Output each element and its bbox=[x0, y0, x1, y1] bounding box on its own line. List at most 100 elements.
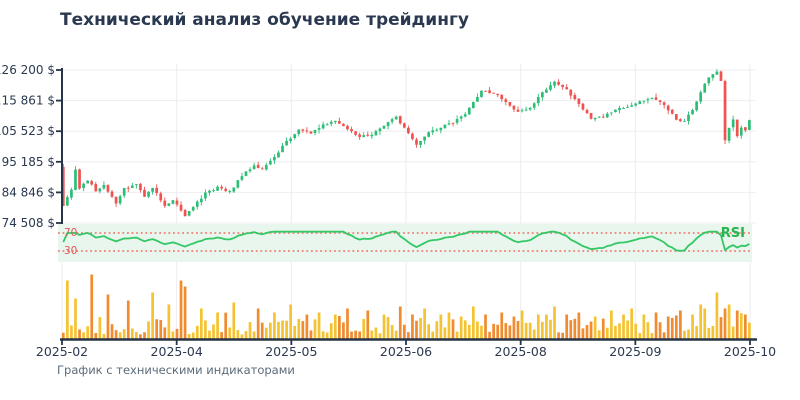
volume-bar bbox=[309, 330, 313, 339]
volume-bar bbox=[191, 332, 195, 339]
candle-body bbox=[549, 85, 552, 90]
volume-bar bbox=[520, 310, 524, 339]
candle-body bbox=[277, 152, 280, 158]
volume-bar bbox=[370, 330, 374, 339]
candle-body bbox=[553, 81, 556, 86]
rsi-label: RSI bbox=[721, 226, 745, 241]
volume-bar bbox=[374, 327, 378, 339]
candle-body bbox=[179, 204, 183, 211]
volume-bar bbox=[98, 317, 102, 339]
candle-body bbox=[346, 125, 349, 130]
volume-bar bbox=[232, 302, 236, 339]
volume-bar bbox=[703, 308, 707, 339]
volume-bar bbox=[512, 316, 516, 339]
candle-body bbox=[557, 81, 560, 85]
candle-body bbox=[622, 108, 625, 109]
volume-bar bbox=[386, 317, 390, 339]
candle-body bbox=[524, 109, 528, 111]
candle-body bbox=[106, 184, 110, 192]
candle-body bbox=[407, 127, 410, 134]
candle-body bbox=[378, 128, 382, 132]
x-tick-label: 2025-09 bbox=[609, 344, 661, 359]
candle-body bbox=[366, 134, 370, 136]
candle-body bbox=[155, 187, 159, 194]
volume-bar bbox=[614, 325, 617, 339]
volume-bar bbox=[435, 321, 439, 339]
candle-body bbox=[626, 106, 629, 108]
candle-body bbox=[74, 169, 77, 190]
volume-bar bbox=[118, 332, 122, 339]
candle-body bbox=[504, 99, 508, 103]
candle-body bbox=[618, 108, 621, 111]
volume-bar bbox=[90, 274, 94, 339]
volume-bar bbox=[220, 332, 223, 339]
volume-bar bbox=[439, 314, 443, 339]
candle-body bbox=[90, 181, 94, 185]
candle-body bbox=[195, 201, 199, 207]
volume-bar bbox=[179, 280, 183, 339]
candle-body bbox=[208, 190, 211, 193]
candle-body bbox=[614, 109, 617, 113]
volume-bar bbox=[476, 321, 479, 339]
candle-body bbox=[390, 119, 394, 122]
candle-body bbox=[313, 129, 317, 134]
volume-bar bbox=[135, 331, 138, 339]
volume-bar bbox=[423, 308, 426, 339]
candle-body bbox=[585, 110, 589, 114]
volume-bar bbox=[350, 331, 353, 339]
volume-bar bbox=[488, 331, 491, 339]
volume-bar bbox=[354, 330, 357, 339]
volume-bar bbox=[699, 304, 703, 339]
candle-body bbox=[382, 125, 386, 129]
volume-bar bbox=[589, 321, 593, 339]
candle-body bbox=[199, 198, 203, 203]
candle-body bbox=[151, 187, 154, 192]
volume-bar bbox=[240, 334, 244, 339]
volume-bar bbox=[723, 308, 727, 339]
volume-bar bbox=[362, 318, 366, 339]
volume-bar bbox=[195, 325, 199, 339]
volume-bar bbox=[593, 316, 597, 339]
candle-body bbox=[451, 122, 455, 124]
candle-body bbox=[634, 103, 638, 106]
volume-bar bbox=[256, 308, 260, 339]
volume-bar bbox=[236, 330, 240, 339]
candle-body bbox=[711, 74, 715, 78]
candle-body bbox=[321, 124, 325, 129]
candle-body bbox=[707, 77, 711, 84]
candle-body bbox=[244, 171, 248, 177]
volume-bar bbox=[739, 313, 743, 339]
volume-bar bbox=[597, 330, 601, 339]
candle-body bbox=[78, 169, 81, 189]
volume-bar bbox=[358, 331, 362, 339]
candle-body bbox=[260, 168, 264, 170]
candle-body bbox=[252, 165, 256, 170]
volume-bar bbox=[382, 314, 386, 339]
candle-body bbox=[638, 101, 642, 105]
volume-bar bbox=[110, 324, 114, 339]
chart-footer: График с техническими индикаторами bbox=[57, 363, 295, 377]
volume-bar bbox=[402, 324, 406, 339]
volume-bar bbox=[443, 327, 447, 339]
candle-body bbox=[427, 132, 431, 137]
candle-body bbox=[662, 102, 666, 106]
volume-bar bbox=[143, 332, 146, 339]
volume-bar bbox=[313, 319, 317, 339]
volume-bar bbox=[86, 326, 90, 339]
volume-bar bbox=[500, 312, 504, 339]
volume-bar bbox=[674, 315, 678, 339]
candle-body bbox=[646, 99, 650, 101]
candle-body bbox=[333, 120, 337, 123]
candle-body bbox=[467, 107, 471, 115]
volume-bar bbox=[549, 319, 552, 339]
candle-body bbox=[447, 123, 451, 125]
volume-bar bbox=[61, 332, 65, 339]
candle-body bbox=[268, 160, 272, 165]
volume-bar bbox=[228, 327, 232, 339]
candle-body bbox=[500, 94, 504, 100]
candle-body bbox=[159, 193, 163, 201]
candle-body bbox=[94, 184, 98, 192]
candle-body bbox=[589, 113, 593, 119]
candle-body bbox=[338, 121, 341, 124]
